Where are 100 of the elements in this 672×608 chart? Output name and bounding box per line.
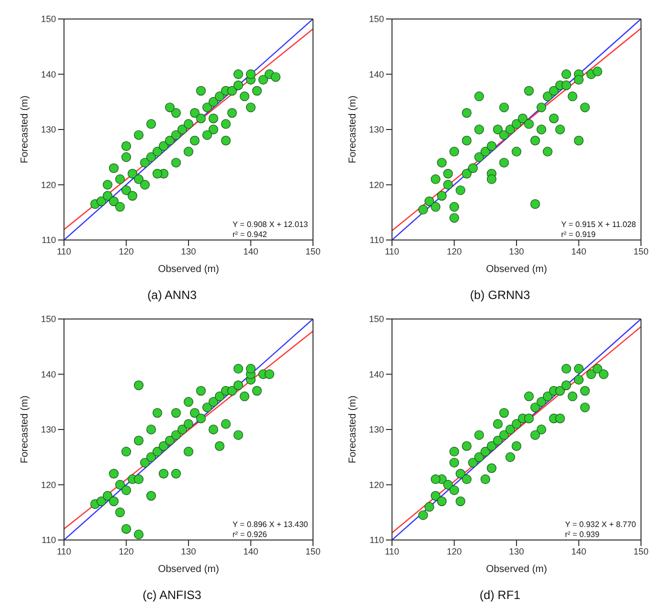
- point: [561, 69, 572, 80]
- point: [430, 474, 440, 484]
- point: [443, 480, 453, 490]
- point: [574, 374, 584, 385]
- y-tick-label: 140: [40, 69, 56, 80]
- point: [462, 108, 472, 118]
- point: [586, 369, 596, 380]
- y-tick-label: 140: [368, 69, 384, 80]
- point: [202, 102, 212, 112]
- point: [474, 152, 484, 162]
- text: (c) ANFIS3: [142, 588, 202, 602]
- point: [580, 102, 590, 112]
- annotation: Y = 0.908 X + 12.013: [232, 220, 308, 230]
- point: [190, 108, 200, 118]
- point: [233, 430, 244, 440]
- point: [499, 158, 509, 168]
- point: [152, 146, 162, 156]
- x-tick-label: 120: [118, 246, 134, 256]
- point: [196, 386, 206, 396]
- point: [258, 74, 268, 85]
- point: [555, 414, 565, 424]
- point: [233, 364, 244, 374]
- point: [171, 468, 181, 479]
- point: [184, 419, 194, 429]
- point: [177, 124, 188, 134]
- point: [177, 424, 188, 434]
- point: [568, 92, 578, 102]
- point: [158, 141, 168, 151]
- point: [214, 92, 224, 102]
- point: [115, 202, 125, 212]
- y-tick-label: 150: [368, 314, 384, 324]
- point: [208, 124, 218, 134]
- point: [530, 199, 540, 209]
- point: [530, 430, 540, 440]
- y-tick-label: 120: [40, 180, 56, 190]
- point: [115, 480, 125, 490]
- point: [542, 392, 552, 402]
- x-tick-label: 110: [56, 246, 72, 256]
- y-tick-label: 110: [42, 535, 56, 546]
- y-tick-label: 120: [368, 180, 384, 190]
- point: [184, 446, 194, 456]
- point: [165, 436, 175, 446]
- point: [96, 496, 106, 506]
- x-axis-title: Observed (m): [158, 264, 220, 275]
- point: [536, 102, 546, 112]
- point: [102, 180, 112, 190]
- point: [158, 468, 168, 479]
- point: [524, 392, 534, 402]
- point: [561, 380, 572, 390]
- y-tick-label: 150: [40, 14, 56, 24]
- y-tick-label: 130: [40, 124, 56, 135]
- point: [505, 124, 516, 134]
- point: [146, 452, 156, 462]
- point: [208, 114, 218, 124]
- point: [190, 408, 200, 418]
- x-tick-label: 110: [384, 246, 400, 256]
- annotation: Y = 0.915 X + 11.028: [561, 220, 636, 230]
- y-tick-label: 110: [370, 535, 384, 546]
- point: [480, 474, 490, 484]
- x-tick-label: 150: [305, 546, 321, 556]
- y-tick-label: 150: [40, 314, 56, 324]
- point: [108, 196, 119, 206]
- point: [233, 69, 244, 80]
- point: [499, 102, 509, 112]
- point: [592, 364, 602, 374]
- point: [462, 474, 472, 484]
- point: [208, 97, 218, 107]
- point: [474, 124, 484, 134]
- point: [486, 463, 496, 473]
- point: [424, 196, 434, 206]
- point: [505, 424, 516, 434]
- y-tick-label: 130: [368, 124, 384, 135]
- point: [549, 86, 559, 96]
- point: [568, 392, 578, 402]
- point: [462, 168, 472, 179]
- point: [202, 402, 212, 412]
- point: [96, 196, 106, 206]
- x-axis-title: Observed (m): [486, 564, 548, 575]
- point: [524, 86, 534, 96]
- point: [171, 158, 181, 168]
- annotation: r² = 0.942: [232, 230, 268, 240]
- point: [102, 490, 112, 501]
- point: [134, 530, 144, 540]
- point: [536, 397, 546, 407]
- annotation: Y = 0.932 X + 8.770: [564, 520, 636, 530]
- point: [158, 441, 168, 451]
- point: [134, 436, 144, 446]
- y-tick-label: 150: [368, 14, 384, 24]
- point: [456, 185, 466, 196]
- point: [456, 468, 466, 479]
- point: [152, 446, 162, 456]
- y-tick-label: 140: [40, 369, 56, 380]
- point: [208, 397, 218, 407]
- point: [221, 119, 231, 129]
- y-axis-title: Forecasted (m): [348, 396, 359, 464]
- y-tick-label: 110: [370, 235, 384, 246]
- point: [227, 86, 237, 96]
- point: [171, 130, 181, 140]
- point: [536, 424, 546, 434]
- x-tick-label: 150: [633, 246, 649, 256]
